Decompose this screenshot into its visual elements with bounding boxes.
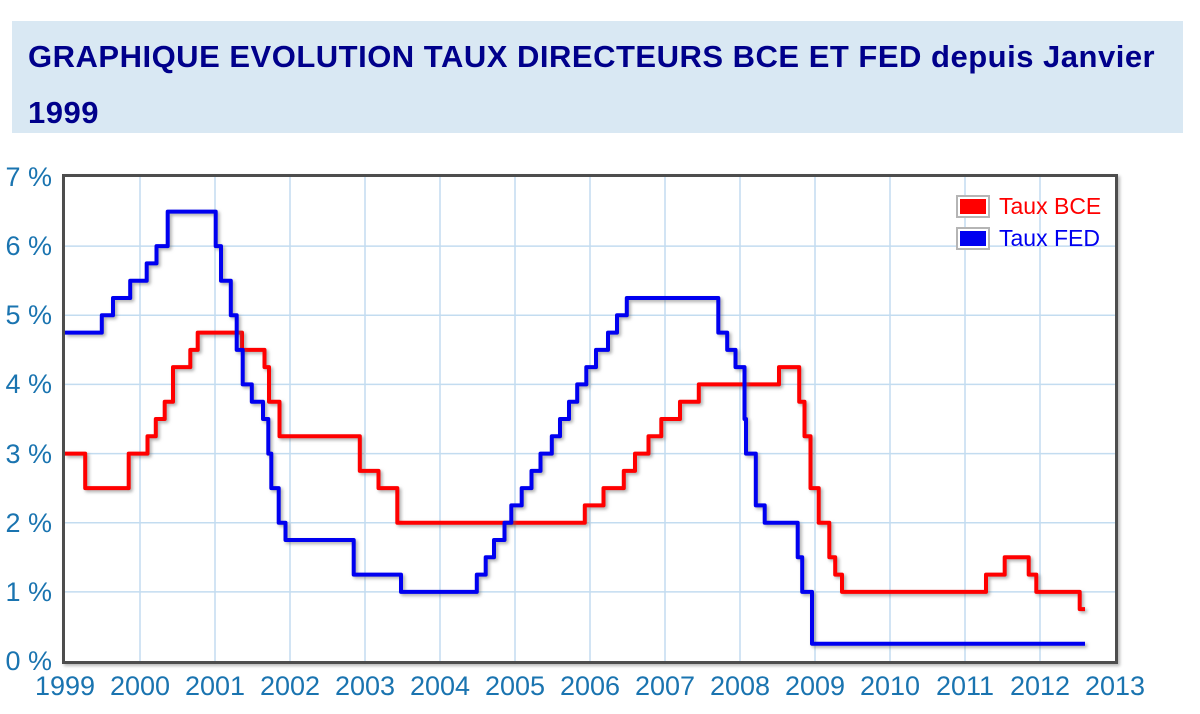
y-tick-label: 0 % [5,646,52,676]
legend-label-bce: Taux BCE [999,193,1102,219]
y-tick-label: 1 % [5,576,52,607]
legend-label-fed: Taux FED [999,225,1100,251]
legend-item-bce: Taux BCE [956,193,1101,220]
x-tick-label: 2003 [334,671,396,701]
x-tick-label: 2002 [259,671,321,701]
bce-series-line [65,330,1085,612]
x-tick-label: 2011 [935,671,995,701]
x-tick-label: 2004 [409,671,471,701]
x-tick-label: 2010 [859,671,921,701]
page-title-bar: GRAPHIQUE EVOLUTION TAUX DIRECTEURS BCE … [12,21,1183,133]
fed-series-line [65,209,1085,646]
chart-plot-area: Taux BCE Taux FED [62,174,1118,664]
y-tick-label: 5 % [5,300,52,331]
legend-swatch-fed-fill [960,231,986,246]
x-tick-label: 2001 [184,671,246,701]
legend-swatch-bce-fill [960,199,986,214]
legend-swatch-fed-icon [956,227,990,250]
legend-item-fed: Taux FED [956,225,1101,252]
x-tick-label: 2009 [784,671,846,701]
chart-canvas [65,177,1115,661]
x-tick-label: 2012 [1009,671,1071,701]
x-tick-label: 2005 [484,671,546,701]
y-tick-label: 7 % [5,162,52,192]
y-tick-label: 2 % [5,507,52,538]
y-tick-label: 4 % [5,369,52,400]
chart-legend: Taux BCE Taux FED [956,193,1101,257]
y-tick-label: 6 % [5,231,52,262]
page-title-line1: GRAPHIQUE EVOLUTION TAUX DIRECTEURS BCE … [28,39,1156,74]
x-tick-label: 2000 [109,671,171,701]
x-tick-label: 2013 [1084,671,1146,701]
x-tick-label: 1999 [34,671,96,701]
x-tick-label: 2008 [709,671,771,701]
x-tick-label: 2006 [559,671,621,701]
legend-swatch-bce-icon [956,195,990,218]
y-tick-label: 3 % [5,438,52,469]
x-tick-label: 2007 [634,671,696,701]
page-title-line2: 1999 [28,95,99,130]
